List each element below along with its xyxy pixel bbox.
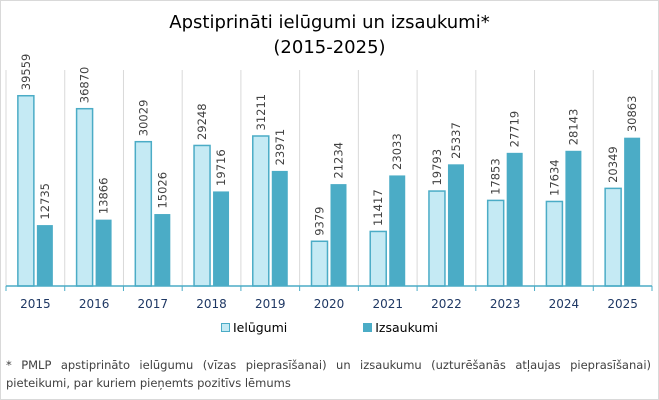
bar-series <box>17 94 641 287</box>
x-tick-label: 2018 <box>196 297 227 311</box>
data-label: 19716 <box>214 149 228 186</box>
data-label: 17634 <box>547 159 561 196</box>
data-label: 27719 <box>508 111 522 148</box>
data-label: 11417 <box>371 189 385 226</box>
data-label: 23971 <box>273 129 287 166</box>
bar-ielgumi-2022[interactable] <box>428 190 446 287</box>
x-tick-label: 2016 <box>79 297 110 311</box>
data-label: 28143 <box>566 109 580 146</box>
legend: Ielūgumi Izsaukumi <box>0 320 659 335</box>
data-labels: 39559 12735 36870 13866 30029 15026 29248 19716… <box>19 54 639 236</box>
bar-izsaukumi-2017[interactable] <box>154 214 171 286</box>
bar-ielgumi-2024[interactable] <box>545 200 564 287</box>
bar-ielgumi-2018[interactable] <box>193 144 211 287</box>
x-tick-label: 2024 <box>549 297 580 311</box>
data-label: 20349 <box>606 146 620 183</box>
bar-izsaukumi-2023[interactable] <box>506 152 523 286</box>
data-label: 21234 <box>332 142 346 179</box>
x-tick-label: 2025 <box>607 297 638 311</box>
data-label: 12735 <box>38 183 52 220</box>
bar-ielgumi-2020[interactable] <box>310 240 329 287</box>
data-label: 36870 <box>78 67 92 104</box>
x-tick-label: 2019 <box>255 297 286 311</box>
legend-label-ielugumi: Ielūgumi <box>232 320 288 335</box>
bar-izsaukumi-2021[interactable] <box>389 175 406 286</box>
bar-ielgumi-2021[interactable] <box>369 230 387 287</box>
legend-swatch-ielugumi <box>220 323 230 332</box>
x-tick-label: 2017 <box>138 297 169 311</box>
legend-item-ielugumi[interactable]: Ielūgumi <box>220 320 288 335</box>
legend-swatch-izsaukumi <box>363 323 373 332</box>
chart-title-line-1: Apstiprināti ielūgumi un izsaukumi* <box>169 12 490 33</box>
bar-ielgumi-2015[interactable] <box>17 94 35 287</box>
x-tick-label: 2021 <box>372 297 403 311</box>
bar-ielgumi-2017[interactable] <box>134 140 153 287</box>
x-tick-label: 2023 <box>490 297 521 311</box>
data-label: 19793 <box>430 149 444 186</box>
x-axis: 2015 2016 2017 2018 2019 2020 2021 2022 2023 2024… <box>5 285 653 311</box>
data-label: 30863 <box>625 96 639 133</box>
bar-izsaukumi-2025[interactable] <box>624 137 641 286</box>
legend-item-izsaukumi[interactable]: Izsaukumi <box>363 320 438 335</box>
bar-ielgumi-2025[interactable] <box>604 187 622 287</box>
legend-label-izsaukumi: Izsaukumi <box>375 320 439 335</box>
x-tick-label: 2015 <box>20 297 51 311</box>
data-label: 23033 <box>390 133 404 170</box>
footnote: * PMLP apstiprināto ielūgumu (vīzas piep… <box>6 358 651 390</box>
data-label: 39559 <box>19 54 33 91</box>
chart-title: Apstiprināti ielūgumi un izsaukumi* (201… <box>0 10 659 60</box>
bar-izsaukumi-2024[interactable] <box>565 150 582 286</box>
data-label: 30029 <box>136 100 150 137</box>
x-tick-label: 2022 <box>431 297 462 311</box>
bar-ielgumi-2023[interactable] <box>486 199 505 287</box>
bar-izsaukumi-2020[interactable] <box>330 184 347 286</box>
bar-izsaukumi-2015[interactable] <box>36 225 53 286</box>
data-label: 15026 <box>155 172 169 209</box>
gridlines <box>5 70 653 286</box>
bar-ielgumi-2016[interactable] <box>75 107 94 287</box>
chart-title-line-2: (2015-2025) <box>273 37 386 58</box>
bar-izsaukumi-2022[interactable] <box>447 164 464 286</box>
bar-izsaukumi-2019[interactable] <box>271 170 288 286</box>
x-tick-label: 2020 <box>314 297 345 311</box>
data-label: 13866 <box>97 178 111 215</box>
bar-izsaukumi-2016[interactable] <box>95 219 112 286</box>
data-label: 9379 <box>313 206 327 235</box>
data-label: 25337 <box>449 122 463 159</box>
bar-ielgumi-2019[interactable] <box>252 135 270 287</box>
data-label: 29248 <box>195 103 209 140</box>
data-label: 31211 <box>254 94 268 131</box>
bar-izsaukumi-2018[interactable] <box>213 191 230 286</box>
data-label: 17853 <box>489 158 503 195</box>
